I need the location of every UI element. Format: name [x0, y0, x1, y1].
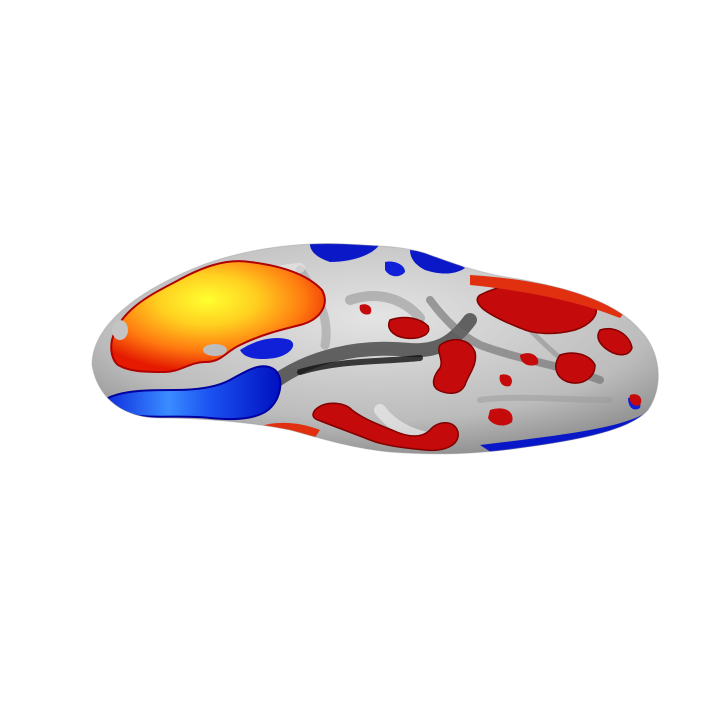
- activation-negative-dorsal: [410, 250, 465, 274]
- surface-gap: [203, 344, 227, 356]
- activation-negative-temporal: [106, 365, 282, 420]
- activation-positive-supramarginal: [388, 316, 430, 340]
- activation-positive-small: [499, 374, 512, 387]
- activation-negative-ventral: [480, 410, 655, 454]
- surface-gap: [112, 320, 128, 340]
- activation-positive-frontal: [110, 260, 326, 374]
- activation-positive-parietal: [432, 338, 477, 395]
- activation-positive-occipital: [555, 352, 596, 384]
- activation-positive-superior-temporal: [312, 402, 459, 452]
- activation-negative-dorsal: [310, 243, 380, 262]
- activation-positive-rim: [470, 275, 625, 318]
- activation-negative-central: [240, 338, 294, 360]
- activation-negative-parietal: [385, 261, 405, 277]
- activation-positive-small: [629, 394, 642, 406]
- cortex-outline: [91, 243, 659, 455]
- activation-positive-occipital-pole: [597, 328, 633, 356]
- activation-positive-small: [520, 353, 539, 366]
- activation-positive-small: [359, 304, 372, 315]
- activation-positive-ventral: [488, 408, 513, 426]
